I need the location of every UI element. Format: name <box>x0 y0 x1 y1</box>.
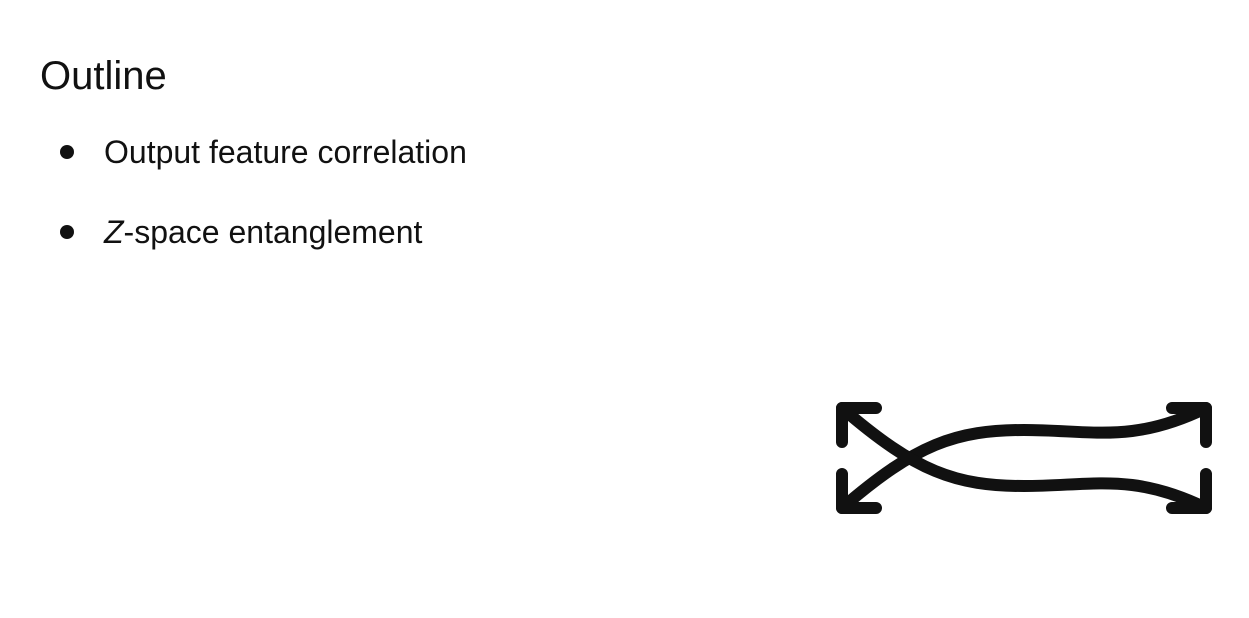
bullet-list: Output feature correlation Z-space entan… <box>58 128 467 288</box>
crossed-curved-arrows-icon <box>836 402 1212 514</box>
bullet-item-z-space-entanglement: Z-space entanglement <box>58 208 467 256</box>
bullet-dot-icon <box>60 145 74 159</box>
bullet-variable: Z <box>104 214 124 250</box>
bullet-text: -space entanglement <box>123 214 423 250</box>
bullet-dot-icon <box>60 225 74 239</box>
slide-title: Outline <box>40 54 167 98</box>
bullet-text: Output feature correlation <box>104 134 467 170</box>
bullet-item-output-feature-correlation: Output feature correlation <box>58 128 467 176</box>
